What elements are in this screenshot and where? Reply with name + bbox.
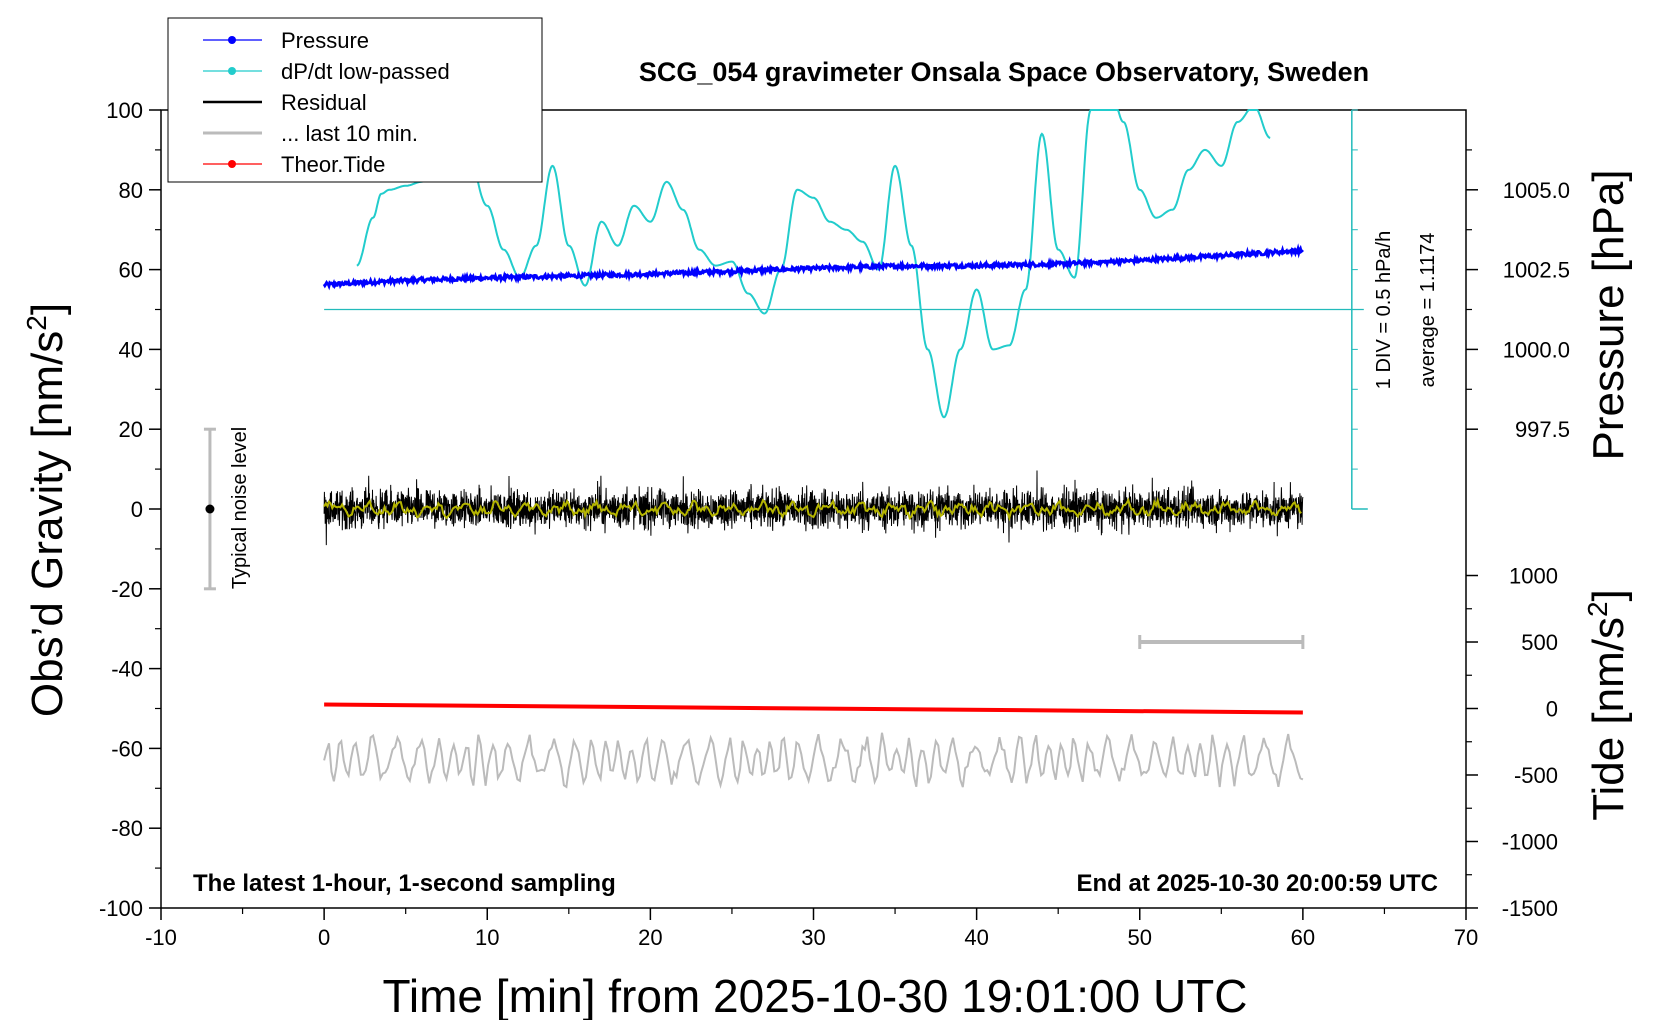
y-tick-label: -60: [111, 736, 143, 761]
noise-indicator: [203, 427, 216, 591]
tide-tick-label: -1000: [1502, 829, 1558, 854]
y-tick-label: -80: [111, 816, 143, 841]
last10-bar: [1138, 635, 1305, 650]
legend-box: [167, 17, 543, 183]
residual-series-layer: [323, 470, 1304, 546]
legend-label: ... last 10 min.: [281, 121, 418, 146]
noise-label: Typical noise level: [229, 427, 251, 589]
noise-center-dot: [205, 504, 215, 514]
y-axis-left: 100 80 60 40 20 0 -20 -40 -60 -80 -100: [99, 98, 161, 921]
x-tick-label: 0: [318, 925, 330, 950]
tide-tick-label: 500: [1521, 630, 1558, 655]
y-axis-label-tide-tail: ]: [1584, 589, 1633, 601]
dpdt-series-layer: [356, 108, 1271, 419]
y-tick-label: 60: [119, 258, 143, 283]
y-tick-label: -100: [99, 896, 143, 921]
chart-title: SCG_054 gravimeter Onsala Space Observat…: [639, 57, 1369, 87]
x-tick-label: 30: [801, 925, 825, 950]
legend-label: Residual: [281, 90, 367, 115]
dpdt-div-label: 1 DIV = 0.5 hPa/h: [1373, 231, 1395, 389]
y-axis-label-left-sup: 2: [21, 315, 52, 331]
x-axis: -10 0 10 20 30 40 50 60 70: [145, 908, 1478, 950]
x-tick-label: 70: [1454, 925, 1478, 950]
tide-line: [324, 702, 1303, 715]
residual-smoothed-line: [323, 496, 1302, 522]
y-axis-label-tide-main: Tide [nm/s: [1584, 617, 1633, 821]
last10-line: [323, 732, 1304, 790]
dpdt-line: [356, 108, 1271, 419]
residual-smoothed-layer: [323, 496, 1302, 522]
legend-label: Pressure: [281, 28, 369, 53]
pressure-series-layer: [322, 243, 1304, 291]
tide-tick-label: -1500: [1502, 896, 1558, 921]
y-tick-label: 40: [119, 337, 143, 362]
y-tick-label: 80: [119, 178, 143, 203]
legend-label: dP/dt low-passed: [281, 59, 450, 84]
x-axis-label: Time [min] from 2025-10-30 19:01:00 UTC: [383, 970, 1248, 1020]
y-axis-label-left-tail: ]: [23, 303, 72, 315]
legend: Pressure dP/dt low-passed Residual ... last…: [167, 17, 543, 183]
x-tick-label: 60: [1291, 925, 1315, 950]
residual-line: [323, 470, 1304, 546]
dpdt-scale: [1351, 109, 1368, 510]
y-axis-label-tide: Tide [nm/s2]: [1582, 589, 1633, 821]
pressure-line: [322, 243, 1304, 291]
dpdt-average-label: average = 1.1174: [1417, 233, 1439, 388]
x-tick-label: 10: [475, 925, 499, 950]
x-tick-label: 20: [638, 925, 662, 950]
y-axis-label-left: Obs’d Gravity [nm/s2]: [21, 303, 72, 717]
y-axis-label-pressure: Pressure [hPa]: [1584, 169, 1633, 460]
x-tick-label: 40: [964, 925, 988, 950]
pressure-tick-label: 997.5: [1515, 417, 1570, 442]
annotation-bottom-left: The latest 1-hour, 1-second sampling: [193, 870, 616, 897]
y-axis-label-tide-sup: 2: [1582, 601, 1613, 617]
pressure-tick-label: 1000.0: [1503, 337, 1570, 362]
tide-tick-label: 0: [1546, 697, 1558, 722]
tide-tick-label: 1000: [1509, 564, 1558, 589]
x-tick-label: 50: [1128, 925, 1152, 950]
legend-marker: [228, 36, 236, 44]
pressure-tick-label: 1005.0: [1503, 178, 1570, 203]
pressure-tick-label: 1002.5: [1503, 258, 1570, 283]
y-tick-label: -40: [111, 657, 143, 682]
tide-series-layer: [324, 702, 1303, 715]
y-tick-label: -20: [111, 577, 143, 602]
y-tick-label: 20: [119, 417, 143, 442]
pressure-axis: 1005.0 1002.5 1000.0 997.5: [1466, 149, 1570, 442]
legend-label: Theor.Tide: [281, 152, 385, 177]
y-tick-label: 0: [131, 497, 143, 522]
legend-marker: [228, 160, 236, 168]
tide-axis: 1000 500 0 -500 -1000 -1500: [1466, 564, 1558, 921]
legend-marker: [228, 67, 236, 75]
annotation-bottom-right: End at 2025-10-30 20:00:59 UTC: [1077, 870, 1439, 897]
x-tick-label: -10: [145, 925, 177, 950]
y-tick-label: 100: [106, 98, 143, 123]
y-axis-label-left-main: Obs’d Gravity [nm/s: [23, 331, 72, 717]
tide-tick-label: -500: [1514, 763, 1558, 788]
last10-series-layer: [323, 732, 1304, 790]
